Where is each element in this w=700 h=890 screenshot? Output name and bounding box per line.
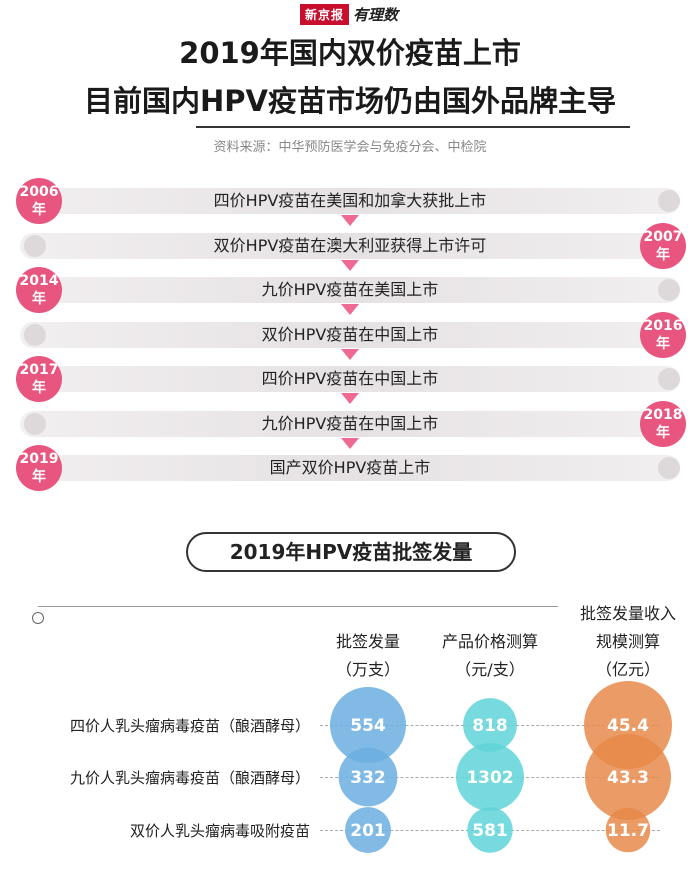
timeline-bar: [20, 232, 680, 259]
timeline-item: 2018 年 九价HPV疫苗在中国上市: [0, 400, 700, 447]
bubble-value-label: 1302: [466, 768, 513, 788]
timeline-dot: [658, 368, 680, 390]
timeline-year-suffix: 年: [32, 469, 46, 485]
timeline-arrow-icon: [341, 304, 359, 315]
bubble-price: [463, 698, 517, 752]
timeline-bar: [20, 455, 680, 481]
bubble-scale: [605, 807, 651, 853]
bubble-value-label: 554: [350, 716, 386, 736]
timeline-arrow-icon: [341, 393, 359, 404]
bubble-price: [467, 807, 513, 853]
timeline-dot: [24, 323, 46, 346]
timeline-item: 2016 年 双价HPV疫苗在中国上市: [0, 311, 700, 358]
column-header-line: （亿元）: [595, 660, 660, 679]
timeline-year-suffix: 年: [32, 291, 46, 307]
bubble-value-label: 332: [350, 768, 386, 788]
row-label: 九价人乳头瘤病毒疫苗（酿酒酵母）: [69, 769, 310, 787]
timeline-bar: [20, 410, 680, 437]
timeline-bar: [20, 321, 680, 348]
timeline-arrow-icon: [341, 259, 359, 271]
timeline-event-text: 双价HPV疫苗在澳大利亚获得上市许可: [213, 235, 487, 255]
timeline-year: 2006: [19, 184, 59, 200]
timeline-year: 2007: [643, 228, 683, 245]
timeline-year: 2016: [643, 317, 683, 334]
timeline-event-text: 九价HPV疫苗在美国上市: [261, 280, 439, 299]
timeline-year-badge: 2007 年: [640, 222, 686, 269]
timeline-year: 2017: [19, 362, 59, 378]
timeline-bar: [20, 366, 680, 392]
timeline-year-suffix: 年: [32, 202, 46, 218]
timeline-year-badge: 2014 年: [16, 267, 62, 313]
column-header-scale: 批签发量收入 规模测算 （亿元）: [558, 600, 698, 684]
title-divider: [196, 126, 630, 128]
row-label: 四价人乳头瘤病毒疫苗（酿酒酵母）: [69, 717, 310, 735]
bubble-price: [456, 743, 524, 811]
bubble-value-label: 818: [472, 716, 508, 736]
timeline-dot: [658, 279, 680, 301]
column-header-line: （元/支）: [455, 660, 525, 679]
timeline-event-text: 九价HPV疫苗在中国上市: [261, 413, 439, 433]
timeline-year-badge: 2017 年: [16, 356, 62, 402]
timeline-event-text: 四价HPV疫苗在中国上市: [261, 369, 439, 388]
column-header-line: （万支）: [335, 660, 400, 679]
timeline-item: 2006 年 四价HPV疫苗在美国和加拿大获批上市: [0, 178, 700, 224]
timeline-dot: [658, 190, 680, 212]
timeline-event-text: 国产双价HPV疫苗上市: [269, 458, 431, 477]
section-divider-dot: [32, 612, 44, 624]
timeline-dot: [24, 412, 46, 435]
timeline-year-badge: 2016 年: [640, 311, 686, 358]
timeline-item: 2014 年 九价HPV疫苗在美国上市: [0, 267, 700, 313]
timeline-arrow-icon: [341, 437, 359, 449]
brand-logo: 新京报 有理数: [300, 4, 398, 25]
section-divider: [38, 606, 558, 607]
timeline-year-suffix: 年: [656, 424, 670, 441]
bubble-batch: [338, 747, 398, 807]
timeline-year-suffix: 年: [656, 246, 670, 263]
timeline-bar: [20, 188, 680, 214]
column-header-batch: 批签发量 （万支）: [298, 628, 438, 684]
timeline-event-text: 双价HPV疫苗在中国上市: [261, 324, 439, 344]
timeline-bar: [20, 277, 680, 303]
timeline-arrow-icon: [341, 215, 359, 226]
timeline-item: 2007 年 双价HPV疫苗在澳大利亚获得上市许可: [0, 222, 700, 269]
page-title-line2: 目前国内HPV疫苗市场仍由国外品牌主导: [84, 84, 616, 118]
column-header-line: 产品价格测算: [441, 632, 538, 651]
timeline-year-badge: 2018 年: [640, 400, 686, 447]
chart-title: 2019年HPV疫苗批签发量: [186, 532, 516, 572]
column-header-line: 批签发量: [335, 632, 400, 651]
column-header-line: 批签发量收入: [579, 604, 676, 623]
timeline-year-badge: 2019 年: [16, 445, 62, 491]
timeline-arrow-icon: [341, 348, 359, 360]
timeline-year: 2014: [19, 273, 59, 289]
row-label: 双价人乳头瘤病毒吸附疫苗: [129, 822, 310, 840]
bubble-batch: [345, 807, 391, 853]
bubble-batch: [330, 687, 406, 763]
column-header-price: 产品价格测算 （元/支）: [420, 628, 560, 684]
source-note: 资料来源：中华预防医学会与免疫分会、中检院: [213, 140, 487, 155]
timeline-dot: [24, 234, 46, 257]
bubble-value-label: 11.7: [607, 821, 649, 841]
timeline-event-text: 四价HPV疫苗在美国和加拿大获批上市: [213, 191, 487, 210]
timeline-item: 2019 年 国产双价HPV疫苗上市: [0, 445, 700, 491]
timeline-year: 2018: [643, 406, 683, 423]
page-title-line1: 2019年国内双价疫苗上市: [179, 36, 521, 70]
bubble-scale: [585, 734, 671, 820]
timeline-year-suffix: 年: [32, 380, 46, 396]
bubble-value-label: 43.3: [607, 768, 649, 788]
column-header-line: 规模测算: [595, 632, 660, 651]
timeline-item: 2017 年 四价HPV疫苗在中国上市: [0, 356, 700, 402]
brand-logo-text: 新京报: [300, 4, 350, 25]
brand-logo-script: 有理数: [353, 6, 399, 24]
timeline-year-suffix: 年: [656, 335, 670, 352]
bubble-value-label: 581: [472, 821, 508, 841]
timeline-year-badge: 2006 年: [16, 178, 62, 224]
timeline-year: 2019: [19, 451, 59, 467]
bubble-value-label: 45.4: [607, 716, 649, 736]
timeline-dot: [658, 457, 680, 479]
bubble-value-label: 201: [350, 821, 386, 841]
